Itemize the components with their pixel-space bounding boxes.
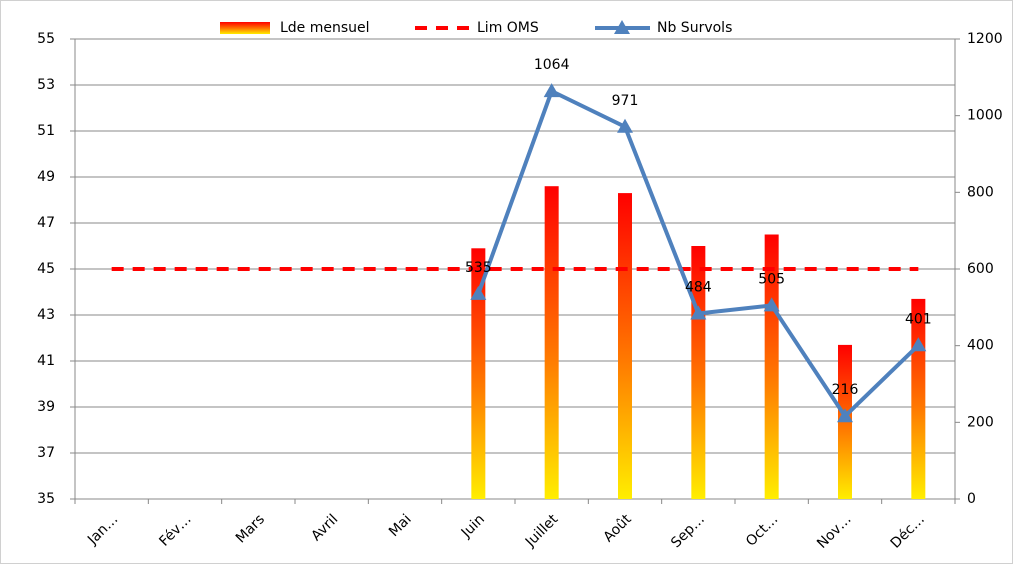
legend-label: Lde mensuel — [280, 20, 370, 36]
data-label: 484 — [685, 279, 712, 295]
y-tick-label: 37 — [37, 445, 55, 461]
y-tick-label: 49 — [37, 169, 55, 185]
y-tick-label: 39 — [37, 399, 55, 415]
data-label: 216 — [832, 382, 859, 398]
bar — [471, 248, 486, 499]
point-marker — [837, 408, 853, 423]
bar — [618, 193, 632, 499]
y2-tick-label: 1200 — [967, 31, 1003, 47]
data-label: 535 — [465, 260, 492, 276]
y-tick-label: 43 — [37, 307, 55, 323]
legend: Lde mensuel Lim OMS Nb Survols — [220, 20, 732, 36]
legend-marker — [614, 20, 630, 34]
y2-tick-label: 800 — [967, 184, 994, 200]
y2-tick-label: 1000 — [967, 108, 1003, 124]
point-marker — [617, 118, 633, 133]
x-tick-label: Nov… — [814, 511, 855, 552]
y-tick-label: 35 — [37, 491, 55, 507]
point-marker — [470, 285, 487, 300]
data-label: 971 — [612, 93, 639, 109]
x-tick-label: Jan… — [84, 511, 121, 548]
y-tick-label: 53 — [37, 77, 55, 93]
data-label: 1064 — [534, 57, 570, 73]
bar — [544, 186, 559, 499]
y2-tick-label: 600 — [967, 261, 994, 277]
data-label: 401 — [905, 311, 932, 327]
point-marker — [543, 83, 560, 98]
legend-label: Lim OMS — [477, 20, 539, 36]
point-marker — [690, 305, 707, 320]
x-tick-label: Déc… — [888, 511, 928, 551]
point-marker — [763, 297, 780, 312]
x-tick-label: Juin — [458, 511, 488, 541]
y-tick-label: 47 — [37, 215, 55, 231]
x-tick-label: Juillet — [522, 511, 562, 551]
x-tick-label: Oct… — [743, 511, 781, 549]
y-tick-label: 55 — [37, 31, 55, 47]
y-tick-label: 45 — [37, 261, 55, 277]
y-tick-label: 41 — [37, 353, 55, 369]
y2-tick-label: 0 — [967, 491, 976, 507]
x-tick-label: Avril — [308, 511, 341, 544]
bar — [911, 298, 926, 499]
x-tick-label: Fév… — [156, 511, 194, 549]
x-tick-label: Mars — [233, 511, 268, 546]
y-tick-label: 51 — [37, 123, 55, 139]
legend-label: Nb Survols — [657, 20, 732, 36]
x-tick-label: Mai — [386, 511, 415, 540]
y2-tick-label: 400 — [967, 338, 994, 354]
bar — [764, 234, 779, 499]
legend-swatch — [220, 22, 270, 34]
x-tick-label: Août — [601, 511, 635, 545]
x-tick-label: Sep… — [668, 511, 708, 551]
y2-tick-label: 200 — [967, 414, 994, 430]
data-label: 505 — [758, 271, 785, 287]
point-marker — [910, 337, 927, 352]
